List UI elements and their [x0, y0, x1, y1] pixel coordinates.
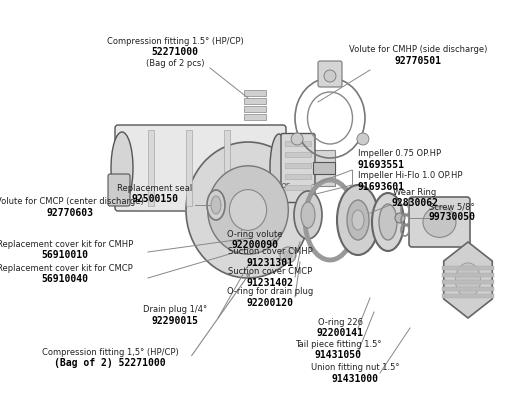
Text: or: or — [281, 181, 290, 190]
Circle shape — [324, 70, 336, 82]
Ellipse shape — [455, 263, 481, 297]
Bar — [285, 151, 311, 156]
Bar — [442, 266, 494, 270]
Bar — [442, 294, 494, 298]
Ellipse shape — [301, 202, 315, 228]
Text: 52271000: 52271000 — [152, 47, 199, 57]
Text: O-ring volute: O-ring volute — [227, 230, 283, 239]
Ellipse shape — [208, 166, 288, 254]
Bar — [285, 185, 311, 190]
FancyBboxPatch shape — [115, 125, 286, 211]
FancyBboxPatch shape — [281, 134, 315, 202]
Text: Compression fitting 1.5° (HP/CP): Compression fitting 1.5° (HP/CP) — [106, 36, 243, 45]
Text: 92500150: 92500150 — [132, 194, 179, 205]
Circle shape — [395, 213, 405, 223]
Text: Volute for CMCP (center discharge): Volute for CMCP (center discharge) — [0, 197, 144, 206]
Ellipse shape — [211, 196, 221, 214]
Ellipse shape — [352, 210, 364, 230]
Bar — [244, 114, 266, 120]
Circle shape — [280, 247, 296, 263]
Text: Replacement cover kit for CMHP: Replacement cover kit for CMHP — [0, 240, 133, 249]
Text: Replacement cover kit for CMCP: Replacement cover kit for CMCP — [0, 264, 133, 273]
Text: 92200120: 92200120 — [246, 298, 293, 307]
Text: O-ring 226: O-ring 226 — [317, 318, 362, 327]
Text: Impeller 0.75 OP.HP: Impeller 0.75 OP.HP — [358, 149, 441, 158]
Text: 91231402: 91231402 — [246, 277, 293, 288]
Text: 99730050: 99730050 — [429, 213, 476, 222]
Text: 91693601: 91693601 — [358, 181, 405, 192]
Text: Volute for CMHP (side discharge): Volute for CMHP (side discharge) — [349, 45, 487, 54]
Text: Screw 5/8°: Screw 5/8° — [429, 202, 475, 211]
Text: Union fitting nut 1.5°: Union fitting nut 1.5° — [311, 363, 399, 372]
Bar — [244, 106, 266, 112]
Text: Tail piece fitting 1.5°: Tail piece fitting 1.5° — [295, 340, 381, 349]
Text: Wear Ring: Wear Ring — [393, 188, 437, 197]
Ellipse shape — [347, 200, 369, 240]
Bar — [442, 273, 494, 277]
Circle shape — [284, 251, 292, 259]
Text: 92770501: 92770501 — [395, 55, 441, 66]
Polygon shape — [444, 242, 492, 318]
Ellipse shape — [379, 204, 397, 240]
Circle shape — [357, 133, 369, 145]
Bar — [244, 90, 266, 96]
Ellipse shape — [337, 185, 379, 255]
Ellipse shape — [229, 190, 267, 230]
Bar — [224, 130, 230, 206]
Text: 91431050: 91431050 — [314, 350, 361, 360]
Text: 92290015: 92290015 — [152, 315, 199, 326]
Bar — [148, 130, 154, 206]
Text: Suction cover CMCP: Suction cover CMCP — [228, 267, 312, 276]
Text: 56910040: 56910040 — [41, 275, 89, 284]
Text: 56910010: 56910010 — [41, 251, 89, 260]
Text: Impeller Hi-Flo 1.0 OP.HP: Impeller Hi-Flo 1.0 OP.HP — [358, 171, 462, 180]
Bar — [244, 98, 266, 104]
Text: O-ring for drain plug: O-ring for drain plug — [227, 287, 313, 296]
Text: 91693551: 91693551 — [358, 160, 405, 170]
FancyBboxPatch shape — [409, 197, 470, 247]
Ellipse shape — [111, 132, 133, 204]
Ellipse shape — [186, 142, 310, 278]
Text: Replacement seal: Replacement seal — [117, 184, 193, 193]
Bar — [285, 162, 311, 168]
Circle shape — [291, 133, 303, 145]
Text: 92830062: 92830062 — [392, 198, 438, 209]
Bar — [313, 162, 335, 174]
Text: 92200090: 92200090 — [231, 241, 279, 251]
Ellipse shape — [294, 191, 322, 239]
Ellipse shape — [207, 190, 225, 220]
Ellipse shape — [270, 134, 288, 202]
FancyBboxPatch shape — [108, 174, 130, 206]
Text: 91231301: 91231301 — [246, 258, 293, 267]
Bar — [285, 141, 311, 145]
Text: 91431000: 91431000 — [331, 373, 378, 384]
Text: (Bag of 2) 52271000: (Bag of 2) 52271000 — [54, 358, 166, 369]
Text: Compression fitting 1,5° (HP/CP): Compression fitting 1,5° (HP/CP) — [41, 348, 178, 357]
Bar — [442, 280, 494, 284]
Bar — [186, 130, 192, 206]
Ellipse shape — [372, 193, 404, 251]
Text: Suction cover CMHP: Suction cover CMHP — [228, 247, 312, 256]
FancyBboxPatch shape — [318, 61, 342, 87]
Text: 92200141: 92200141 — [316, 328, 364, 339]
Ellipse shape — [423, 207, 456, 237]
Bar — [238, 150, 335, 186]
Bar — [285, 173, 311, 179]
Bar — [442, 287, 494, 291]
Text: (Bag of 2 pcs): (Bag of 2 pcs) — [146, 58, 204, 68]
Text: 92770603: 92770603 — [47, 207, 94, 217]
Text: Drain plug 1/4°: Drain plug 1/4° — [143, 305, 207, 314]
